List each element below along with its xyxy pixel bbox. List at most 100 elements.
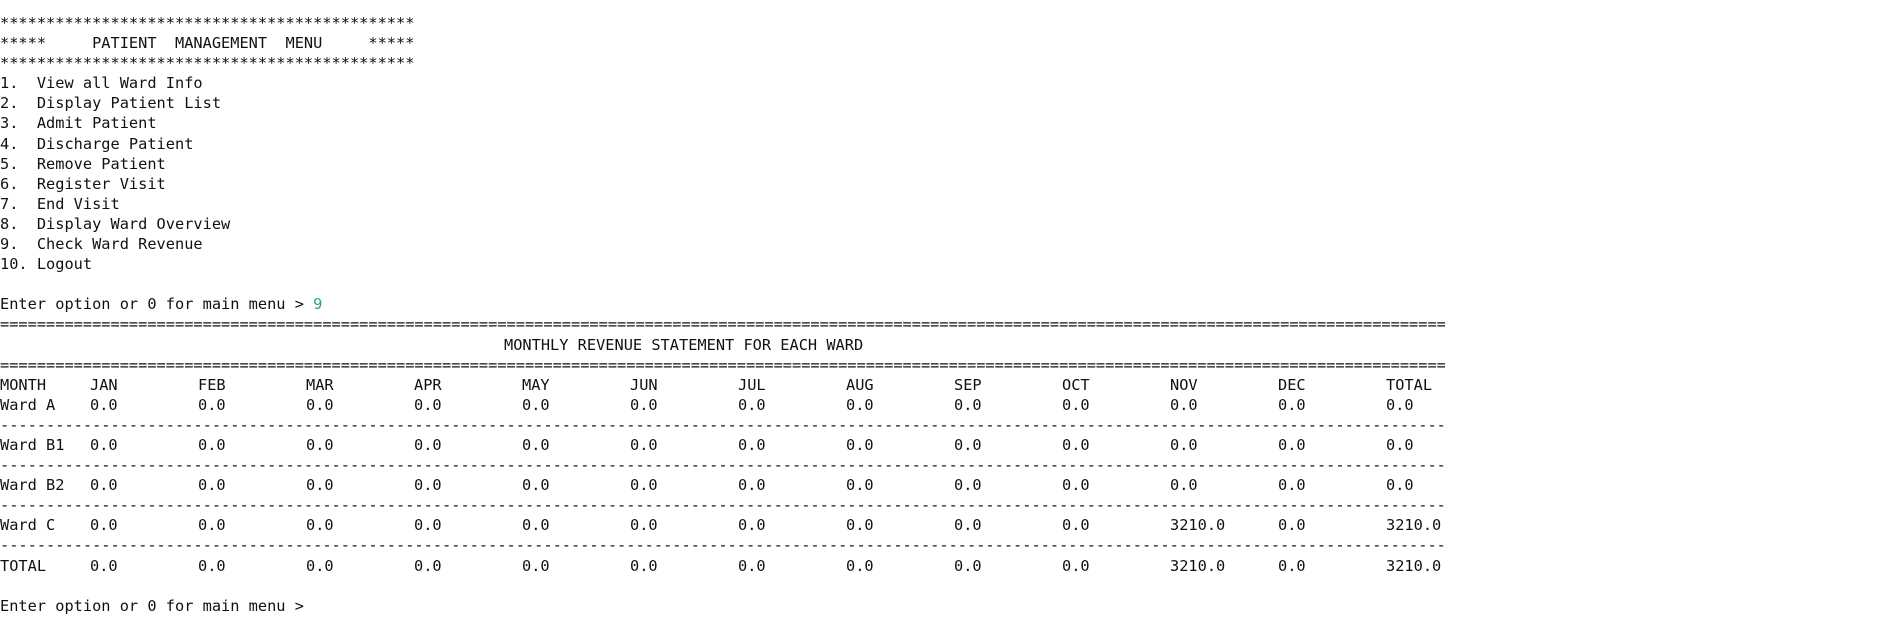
table-cell: 0.0 bbox=[1170, 435, 1198, 454]
row-separator: ----------------------------------------… bbox=[0, 415, 1445, 434]
table-cell: TOTAL bbox=[1386, 375, 1433, 394]
row-separator: ----------------------------------------… bbox=[0, 496, 1445, 515]
table-cell: 0.0 bbox=[1062, 556, 1090, 575]
table-cell: 0.0 bbox=[414, 516, 442, 535]
table-cell: 0.0 bbox=[306, 476, 334, 495]
table-cell: 0.0 bbox=[954, 516, 982, 535]
table-cell: 0.0 bbox=[1170, 395, 1198, 414]
table-cell: 0.0 bbox=[846, 435, 874, 454]
menu-item-admit-patient: 3. Admit Patient bbox=[0, 114, 157, 133]
table-cell: 0.0 bbox=[846, 556, 874, 575]
table-row: Ward A 0.0 0.0 0.0 0.0 0.0 0.0 0.0 0.0 0.0 0.0 0.0 0… bbox=[0, 395, 1445, 415]
table-cell: 0.0 bbox=[1062, 395, 1090, 414]
table-cell: 3210.0 bbox=[1170, 516, 1226, 535]
row-label: TOTAL bbox=[0, 556, 47, 575]
table-cell: 0.0 bbox=[846, 395, 874, 414]
menu-item-display-ward-overview: 8. Display Ward Overview bbox=[0, 214, 231, 233]
row-label: MONTH bbox=[0, 375, 47, 394]
table-cell: APR bbox=[414, 375, 442, 394]
table-cell: SEP bbox=[954, 375, 982, 394]
report-title: MONTHLY REVENUE STATEMENT FOR EACH WARD bbox=[504, 335, 864, 354]
table-cell: MAR bbox=[306, 375, 334, 394]
console-output: ****************************************… bbox=[0, 13, 1445, 616]
table-cell: 0.0 bbox=[90, 516, 118, 535]
table-cell: 0.0 bbox=[954, 476, 982, 495]
table-cell: 0.0 bbox=[522, 476, 550, 495]
menu-item-discharge-patient: 4. Discharge Patient bbox=[0, 134, 194, 153]
table-cell: AUG bbox=[846, 375, 874, 394]
table-cell: NOV bbox=[1170, 375, 1198, 394]
table-cell: 0.0 bbox=[630, 435, 658, 454]
row-label: Ward B1 bbox=[0, 435, 65, 454]
table-cell: 0.0 bbox=[1062, 476, 1090, 495]
table-cell: 0.0 bbox=[1278, 556, 1306, 575]
table-cell: 0.0 bbox=[954, 435, 982, 454]
menu-item-register-visit: 6. Register Visit bbox=[0, 174, 166, 193]
table-cell: 0.0 bbox=[1062, 516, 1090, 535]
table-cell: 0.0 bbox=[1386, 395, 1414, 414]
table-cell: 0.0 bbox=[1170, 476, 1198, 495]
row-separator: ----------------------------------------… bbox=[0, 456, 1445, 475]
menu-item-logout: 10. Logout bbox=[0, 255, 93, 274]
row-label: Ward B2 bbox=[0, 476, 65, 495]
row-label: Ward C bbox=[0, 516, 56, 535]
row-separator: ----------------------------------------… bbox=[0, 536, 1445, 555]
table-cell: 0.0 bbox=[522, 435, 550, 454]
table-cell: 0.0 bbox=[522, 556, 550, 575]
table-cell: 0.0 bbox=[414, 476, 442, 495]
table-cell: 0.0 bbox=[846, 516, 874, 535]
row-label: Ward A bbox=[0, 395, 56, 414]
table-cell: JAN bbox=[90, 375, 118, 394]
table-cell: 0.0 bbox=[738, 516, 766, 535]
table-cell: 0.0 bbox=[90, 395, 118, 414]
table-total-row: TOTAL 0.0 0.0 0.0 0.0 0.0 0.0 0.0 0.0 0.0 0.0 3210.… bbox=[0, 556, 1445, 576]
table-cell: 0.0 bbox=[630, 516, 658, 535]
table-cell: FEB bbox=[198, 375, 226, 394]
table-cell: 0.0 bbox=[414, 435, 442, 454]
blank-line bbox=[0, 274, 1445, 294]
table-cell: 0.0 bbox=[738, 435, 766, 454]
revenue-table: MONTH JAN FEB MAR APR MAY JUN JUL AUG SEP OCT NOV DE… bbox=[0, 375, 1445, 576]
menu-title: ***** PATIENT MANAGEMENT MENU ***** bbox=[0, 34, 415, 53]
table-cell: 0.0 bbox=[90, 556, 118, 575]
table-cell: 0.0 bbox=[954, 556, 982, 575]
table-cell: 0.0 bbox=[90, 435, 118, 454]
table-cell: OCT bbox=[1062, 375, 1090, 394]
table-cell: 0.0 bbox=[306, 556, 334, 575]
report-equals-bottom: ========================================… bbox=[0, 355, 1445, 374]
table-cell: 0.0 bbox=[414, 395, 442, 414]
table-row: Ward B2 0.0 0.0 0.0 0.0 0.0 0.0 0.0 0.0 0.0 0.0 0.0… bbox=[0, 475, 1445, 495]
table-cell: 0.0 bbox=[90, 476, 118, 495]
menu-item-view-ward-info: 1. View all Ward Info bbox=[0, 74, 203, 93]
table-cell: 3210.0 bbox=[1170, 556, 1226, 575]
final-prompt[interactable]: Enter option or 0 for main menu > bbox=[0, 596, 1445, 616]
prompt-text: Enter option or 0 for main menu > bbox=[0, 295, 314, 314]
table-row: Ward B1 0.0 0.0 0.0 0.0 0.0 0.0 0.0 0.0 0.0 0.0 0.0… bbox=[0, 435, 1445, 455]
menu-item-check-ward-revenue: 9. Check Ward Revenue bbox=[0, 235, 203, 254]
table-cell: JUL bbox=[738, 375, 766, 394]
table-cell: 0.0 bbox=[522, 516, 550, 535]
table-cell: 0.0 bbox=[522, 395, 550, 414]
table-cell: 0.0 bbox=[1278, 516, 1306, 535]
menu-border-top: ****************************************… bbox=[0, 14, 415, 32]
table-cell: 0.0 bbox=[198, 395, 226, 414]
table-cell: 3210.0 bbox=[1386, 516, 1442, 535]
table-cell: 0.0 bbox=[738, 476, 766, 495]
table-cell: JUN bbox=[630, 375, 658, 394]
table-cell: 0.0 bbox=[414, 556, 442, 575]
table-cell: 0.0 bbox=[1278, 476, 1306, 495]
table-cell: 3210.0 bbox=[1386, 556, 1442, 575]
table-cell: 0.0 bbox=[738, 556, 766, 575]
table-cell: 0.0 bbox=[954, 395, 982, 414]
table-row: Ward C 0.0 0.0 0.0 0.0 0.0 0.0 0.0 0.0 0.0 0.0 3210… bbox=[0, 515, 1445, 535]
menu-item-display-patient-list: 2. Display Patient List bbox=[0, 94, 222, 113]
table-cell: 0.0 bbox=[846, 476, 874, 495]
blank-line bbox=[0, 576, 1445, 596]
option-prompt: Enter option or 0 for main menu > 9 bbox=[0, 294, 1445, 314]
final-prompt-text: Enter option or 0 for main menu > bbox=[0, 596, 314, 615]
report-equals-top: ========================================… bbox=[0, 315, 1445, 334]
menu-item-remove-patient: 5. Remove Patient bbox=[0, 154, 166, 173]
table-cell: 0.0 bbox=[630, 556, 658, 575]
table-cell: 0.0 bbox=[306, 435, 334, 454]
table-cell: 0.0 bbox=[738, 395, 766, 414]
